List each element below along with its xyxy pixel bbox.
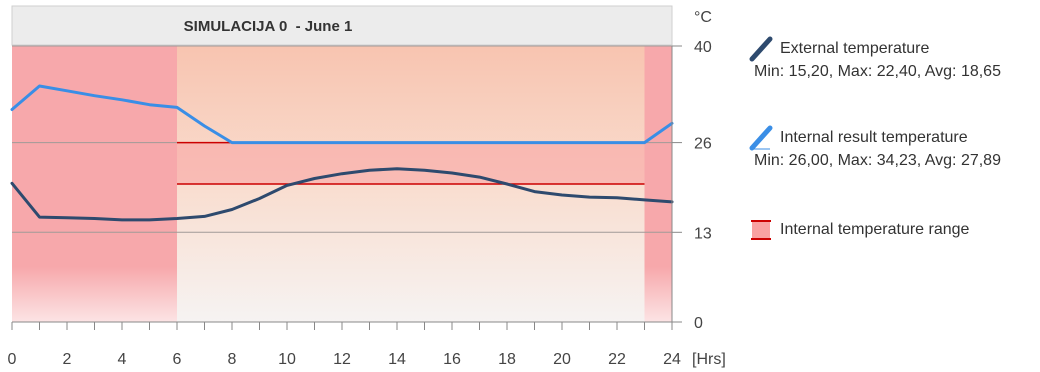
x-tick-label: 22 (608, 351, 626, 368)
legend: Internal result temperature Min: 26,00, … (748, 125, 1038, 171)
range-band (177, 142, 645, 184)
x-tick-label: 8 (228, 351, 237, 368)
x-tick-label: 18 (498, 351, 516, 368)
x-unit-label: [Hrs] (692, 351, 726, 368)
legend-item-range: Internal temperature range (748, 217, 1038, 243)
legend-stats-external: Min: 15,20, Max: 22,40, Avg: 18,65 (754, 63, 1001, 80)
legend-label-range: Internal temperature range (780, 221, 970, 238)
title-bar: SIMULACIJA 0 - June 1 (11, 5, 673, 46)
legend-item-external: External temperature (748, 36, 1038, 62)
internal-temperature-line (10, 84, 674, 145)
y-tick-label: 0 (694, 315, 703, 332)
x-tick-label: 14 (388, 351, 406, 368)
chart-title: SIMULACIJA 0 - June 1 (184, 18, 353, 35)
legend-stats-internal: Min: 26,00, Max: 34,23, Avg: 27,89 (754, 152, 1001, 169)
legend: External temperature Min: 15,20, Max: 22… (748, 36, 1038, 82)
background-outside-right (644, 46, 672, 322)
legend: Internal temperature range (748, 217, 1038, 243)
x-tick-label: 12 (333, 351, 351, 368)
external-line-icon (749, 36, 773, 62)
x-tick-label: 10 (278, 351, 296, 368)
x-tick-label: 24 (663, 351, 681, 368)
legend-label-external: External temperature (780, 40, 930, 57)
y-tick-label: 26 (694, 136, 712, 153)
y-tick-label: 13 (694, 225, 712, 242)
x-tick-label: 6 (173, 351, 182, 368)
x-tick-label: 2 (63, 351, 72, 368)
title-background (11, 5, 673, 46)
series-lines (10, 84, 674, 222)
x-tick-label: 4 (118, 351, 127, 368)
internal-line-icon (749, 125, 773, 151)
external-temperature-line (10, 167, 674, 222)
y-unit-label: °C (694, 9, 712, 26)
x-tick-label: 16 (443, 351, 461, 368)
x-tick-label: 20 (553, 351, 571, 368)
y-tick-label: 40 (694, 39, 712, 56)
legend-item-internal: Internal result temperature (748, 125, 1038, 151)
range-swatch-icon (751, 220, 771, 240)
x-tick-label: 0 (8, 351, 17, 368)
legend-label-internal: Internal result temperature (780, 129, 968, 146)
background-outside-left (12, 46, 177, 322)
